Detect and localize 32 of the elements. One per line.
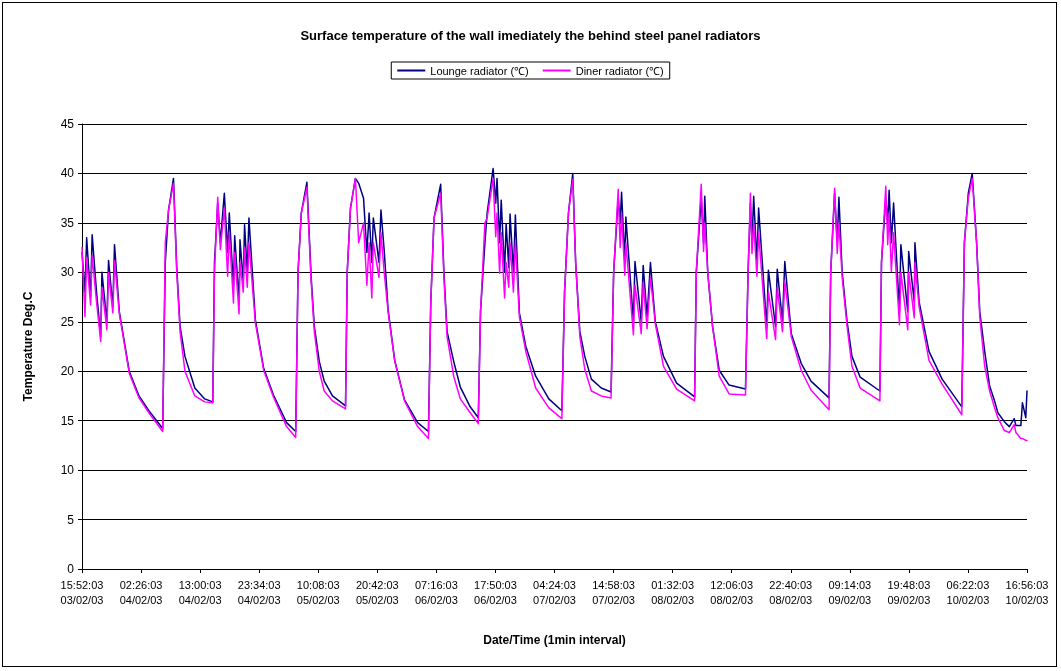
y-tick-label: 35	[60, 215, 75, 230]
x-tick-label: 04:24:03 07/02/03	[533, 578, 576, 606]
x-tick-label: 15:52:03 03/02/03	[60, 578, 104, 606]
x-tick-label: 22:40:03 08/02/03	[769, 578, 813, 606]
x-tick-label: 06:22:03 10/02/03	[946, 578, 990, 606]
x-tick-label: 07:16:03 06/02/03	[414, 578, 458, 606]
y-tick-label: 30	[60, 265, 75, 280]
x-tick-label: 16:56:03 10/02/03	[1005, 578, 1049, 606]
x-tick-label: 14:58:03 07/02/03	[592, 578, 635, 606]
x-tick-label: 01:32:03 08/02/03	[651, 578, 695, 606]
y-tick-label: 15	[60, 413, 75, 428]
y-axis-title: Temperature Deg.C	[21, 291, 35, 402]
x-tick-label: 09:14:03 09/02/03	[828, 578, 872, 606]
x-tick-label: 12:06:03 08/02/03	[710, 578, 754, 606]
x-tick-label: 02:26:03 04/02/03	[119, 578, 163, 606]
y-tick-label: 0	[67, 562, 75, 576]
y-tick-label: 25	[60, 314, 75, 329]
chart-title: Surface temperature of the wall imediately the behind steel panel radiators	[300, 28, 761, 43]
y-tick-label: 10	[60, 463, 75, 478]
y-tick-label: 5	[67, 512, 75, 527]
x-tick-label: 17:50:03 06/02/03	[474, 578, 517, 606]
x-tick-label: 20:42:03 05/02/03	[355, 578, 399, 606]
x-tick-label: 10:08:03 05/02/03	[296, 578, 340, 606]
y-tick-label: 45	[60, 117, 75, 131]
y-tick-label: 40	[60, 166, 75, 181]
x-tick-label: 23:34:03 04/02/03	[237, 578, 281, 606]
x-axis-title: Date/Time (1min interval)	[483, 633, 626, 647]
legend-label: Diner radiator (℃)	[575, 64, 664, 77]
y-tick-label: 20	[60, 364, 75, 379]
x-tick-label: 19:48:03 09/02/03	[887, 578, 931, 606]
x-tick-label: 13:00:03 04/02/03	[178, 578, 222, 606]
legend-label: Lounge radiator (℃)	[430, 64, 529, 77]
